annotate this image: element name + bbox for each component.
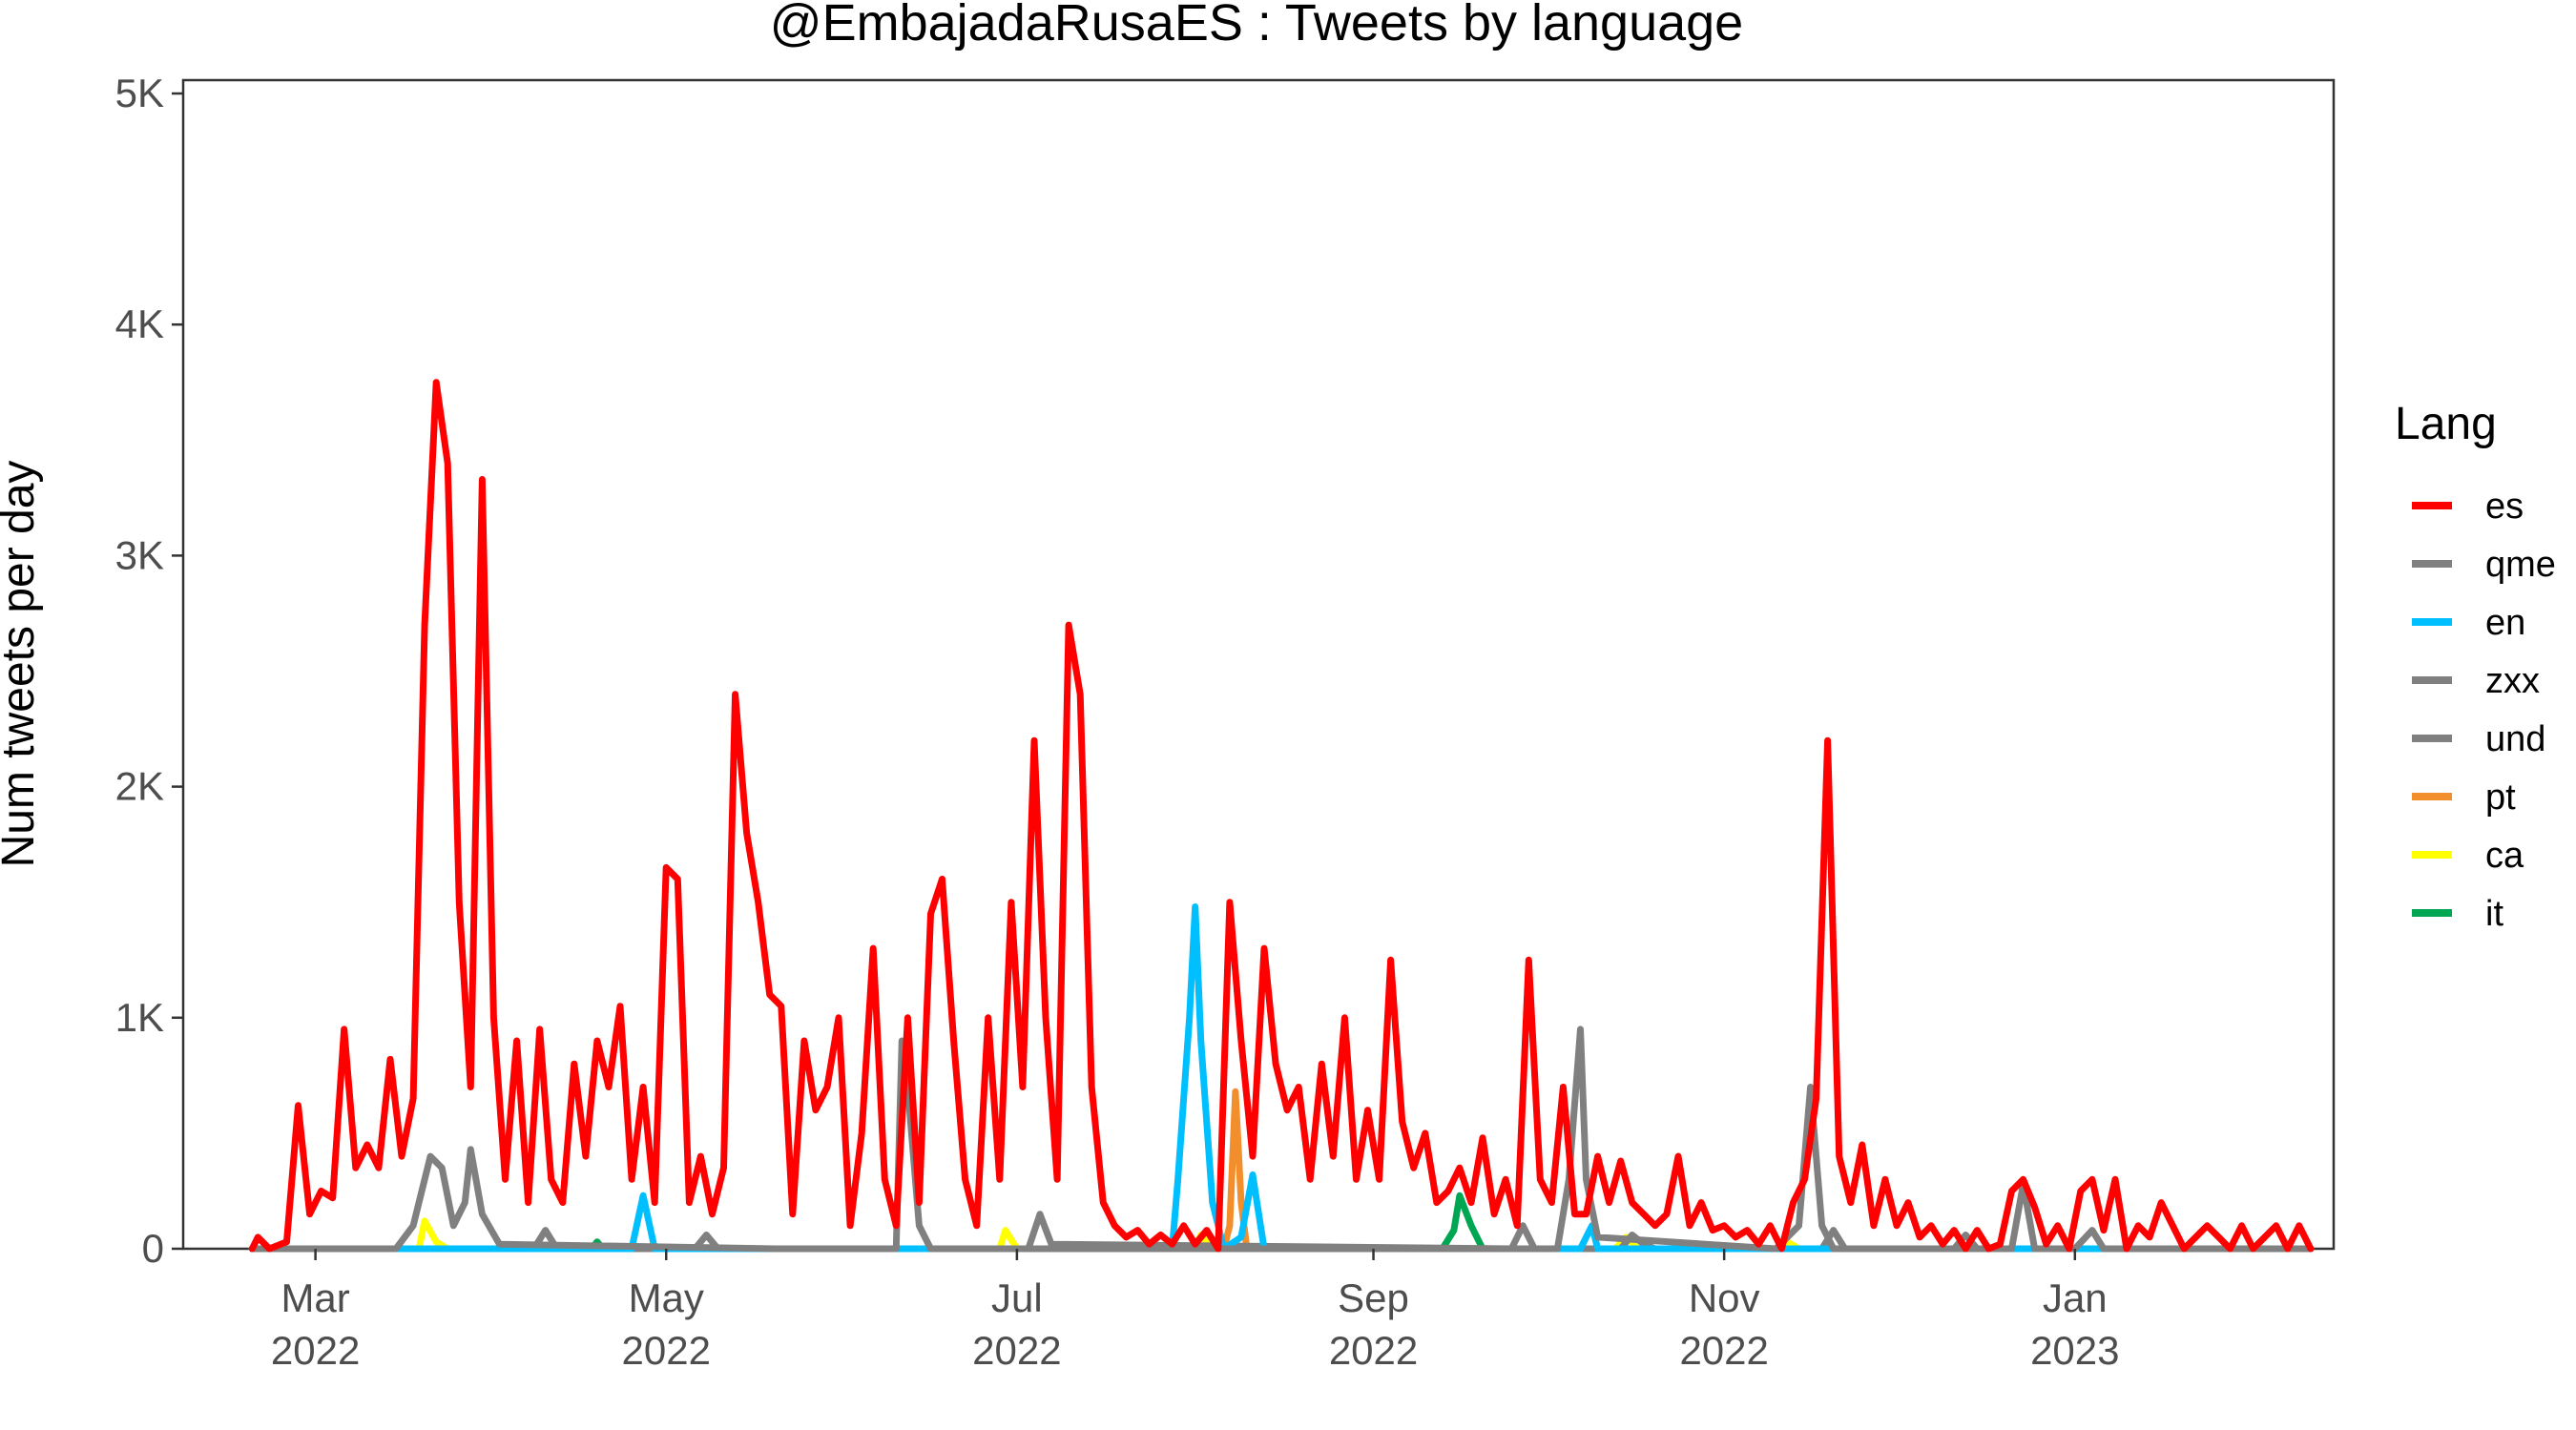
series-line-qme	[248, 1026, 2315, 1253]
x-tick-label-month: Mar	[280, 1275, 349, 1320]
x-axis: Mar 2022 May 2022 Jul 2022 Sep 2022 Nov 2022 Jan 20…	[271, 1249, 2120, 1373]
x-tick-label-year: 2022	[1329, 1328, 1418, 1373]
series-layer	[248, 379, 2315, 1253]
y-tick-label: 3K	[115, 532, 164, 577]
series-line-en	[248, 903, 2315, 1253]
legend-label-ca: ca	[2485, 836, 2524, 876]
chart-title: @EmbajadaRusaES : Tweets by language	[770, 0, 1743, 52]
x-tick-label-month: Jul	[991, 1275, 1043, 1320]
x-tick-label-month: Jan	[2043, 1275, 2108, 1320]
x-tick-label-month: Nov	[1689, 1275, 1760, 1320]
legend-label-qme: qme	[2485, 545, 2556, 585]
y-tick-label: 0	[142, 1226, 164, 1271]
x-tick-label-year: 2022	[622, 1328, 711, 1373]
x-tick-label-year: 2022	[271, 1328, 360, 1373]
legend-label-it: it	[2485, 894, 2503, 934]
x-tick-label-month: May	[629, 1275, 704, 1320]
x-tick-label-year: 2022	[1679, 1328, 1768, 1373]
legend-label-es: es	[2485, 487, 2524, 527]
y-tick-label: 1K	[115, 995, 164, 1040]
x-tick-label-month: Sep	[1338, 1275, 1409, 1320]
series-line-es	[248, 379, 2315, 1253]
y-axis-label: Num tweets per day	[0, 461, 44, 868]
legend-label-pt: pt	[2485, 777, 2516, 818]
x-tick-label-year: 2023	[2030, 1328, 2119, 1373]
legend-label-und: und	[2485, 719, 2545, 759]
x-tick-label-year: 2022	[972, 1328, 1061, 1373]
legend: Lang es qme en zxx und pt ca it	[2395, 399, 2556, 934]
y-tick-label: 2K	[115, 764, 164, 809]
legend-label-en: en	[2485, 603, 2525, 643]
legend-title: Lang	[2395, 399, 2497, 449]
y-tick-label: 4K	[115, 301, 164, 346]
legend-label-zxx: zxx	[2485, 661, 2540, 701]
y-tick-label: 5K	[115, 71, 164, 115]
y-axis: 0 1K 2K 3K 4K 5K	[115, 71, 183, 1271]
